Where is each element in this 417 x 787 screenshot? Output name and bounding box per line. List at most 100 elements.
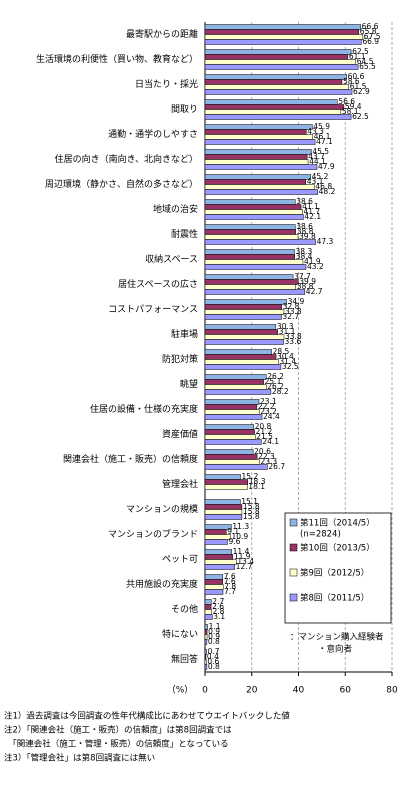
data-label: 30.3 <box>277 322 294 331</box>
data-label: 13.4 <box>237 557 254 566</box>
data-label: 21.2 <box>256 427 273 436</box>
bar <box>204 149 312 155</box>
data-label: 47.3 <box>317 237 334 246</box>
data-label: 38.8 <box>297 282 314 291</box>
bar <box>204 274 294 280</box>
x-tick-label: 80 <box>386 686 398 696</box>
data-label: 10.9 <box>231 532 248 541</box>
bar <box>204 459 260 465</box>
data-label: 67.5 <box>364 32 381 41</box>
data-label: 22.3 <box>258 452 275 461</box>
bar <box>204 234 299 240</box>
data-label: 26.2 <box>267 372 284 381</box>
data-label: 0.8 <box>208 662 220 671</box>
data-label: 34.9 <box>288 297 305 306</box>
data-label: 61.1 <box>349 52 366 61</box>
data-label: 30.4 <box>277 352 294 361</box>
data-label: 9.6 <box>228 537 240 546</box>
bar <box>204 74 347 80</box>
bar <box>204 199 296 205</box>
data-label: 38.8 <box>297 227 314 236</box>
bar <box>204 499 241 505</box>
bar <box>204 439 262 445</box>
data-label: 26.2 <box>267 382 284 391</box>
category-label: 地域の治安 <box>153 203 198 215</box>
data-label: 39.8 <box>299 232 316 241</box>
bar <box>204 424 254 430</box>
data-label: 31.1 <box>279 327 296 336</box>
bar <box>204 204 302 210</box>
bar <box>204 24 361 30</box>
data-label: 24.1 <box>262 437 279 446</box>
data-label: 2.8 <box>213 607 225 616</box>
data-label: 11.3 <box>232 522 249 531</box>
category-label: 管理会社 <box>162 478 198 490</box>
data-label: 15.1 <box>241 497 258 506</box>
footnote: 「関連会社（施工・管理・販売）の信頼度」となっている <box>4 739 229 750</box>
bar <box>204 354 277 360</box>
category-label: コストパフォーマンス <box>108 304 198 315</box>
bar <box>204 589 224 595</box>
x-axis-label: （%） <box>167 685 194 696</box>
data-label: 22.2 <box>258 402 275 411</box>
data-label: 45.9 <box>313 122 330 131</box>
bar <box>204 639 208 645</box>
data-label: 31.4 <box>279 357 296 366</box>
data-label: 38.4 <box>296 252 313 261</box>
data-label: 64.5 <box>357 57 374 66</box>
data-label: 25.1 <box>265 377 282 386</box>
category-label: 耐震性 <box>171 228 198 240</box>
bar <box>204 279 299 285</box>
legend-label: 第8回（2011/5） <box>300 593 369 604</box>
data-label: 33.8 <box>285 307 302 316</box>
bar <box>204 54 349 60</box>
bar <box>204 654 207 660</box>
bar <box>204 239 316 245</box>
bar <box>204 664 208 670</box>
data-label: 66.9 <box>362 37 379 46</box>
legend-label: 第11回（2014/5） <box>300 518 375 529</box>
category-label: 無回答 <box>171 653 198 665</box>
data-label: 11.9 <box>234 552 251 561</box>
bar <box>204 49 352 55</box>
bar <box>204 99 338 105</box>
bar <box>204 599 212 605</box>
bar <box>204 609 212 615</box>
category-label: 住居の設備・仕様の充実度 <box>90 403 198 415</box>
bar <box>204 399 260 405</box>
bar <box>204 414 263 420</box>
bar <box>204 134 314 140</box>
legend-swatch <box>289 568 298 577</box>
data-label: 18.3 <box>249 477 266 486</box>
bar <box>204 634 208 640</box>
data-label: 28.5 <box>273 347 290 356</box>
legend-swatch <box>289 518 298 527</box>
data-label: 0.9 <box>208 627 220 636</box>
bar <box>204 379 264 385</box>
category-label: 通勤・通学のしやすさ <box>108 128 198 140</box>
data-label: 58.1 <box>342 107 359 116</box>
data-label: 15.8 <box>243 512 260 521</box>
data-label: 56.6 <box>338 97 355 106</box>
legend-note: (n=2824) <box>300 530 341 540</box>
bar <box>204 254 296 260</box>
data-label: 0.4 <box>207 652 219 661</box>
legend-note: ・意向者 <box>318 644 353 655</box>
bar <box>204 84 350 90</box>
x-tick-label: 20 <box>246 686 258 696</box>
bar <box>204 209 303 215</box>
bar <box>204 289 306 295</box>
data-label: 41.1 <box>302 202 319 211</box>
data-label: 7.6 <box>224 577 236 586</box>
bar <box>204 129 307 135</box>
bar <box>204 429 255 435</box>
bar <box>204 89 353 95</box>
data-label: 9.1 <box>227 527 239 536</box>
bar <box>204 189 318 195</box>
bar <box>204 304 282 310</box>
bar <box>204 214 304 220</box>
bar <box>204 104 345 110</box>
data-label: 66.6 <box>362 22 379 31</box>
data-label: 62.5 <box>352 47 369 56</box>
data-label: 47.1 <box>316 137 333 146</box>
